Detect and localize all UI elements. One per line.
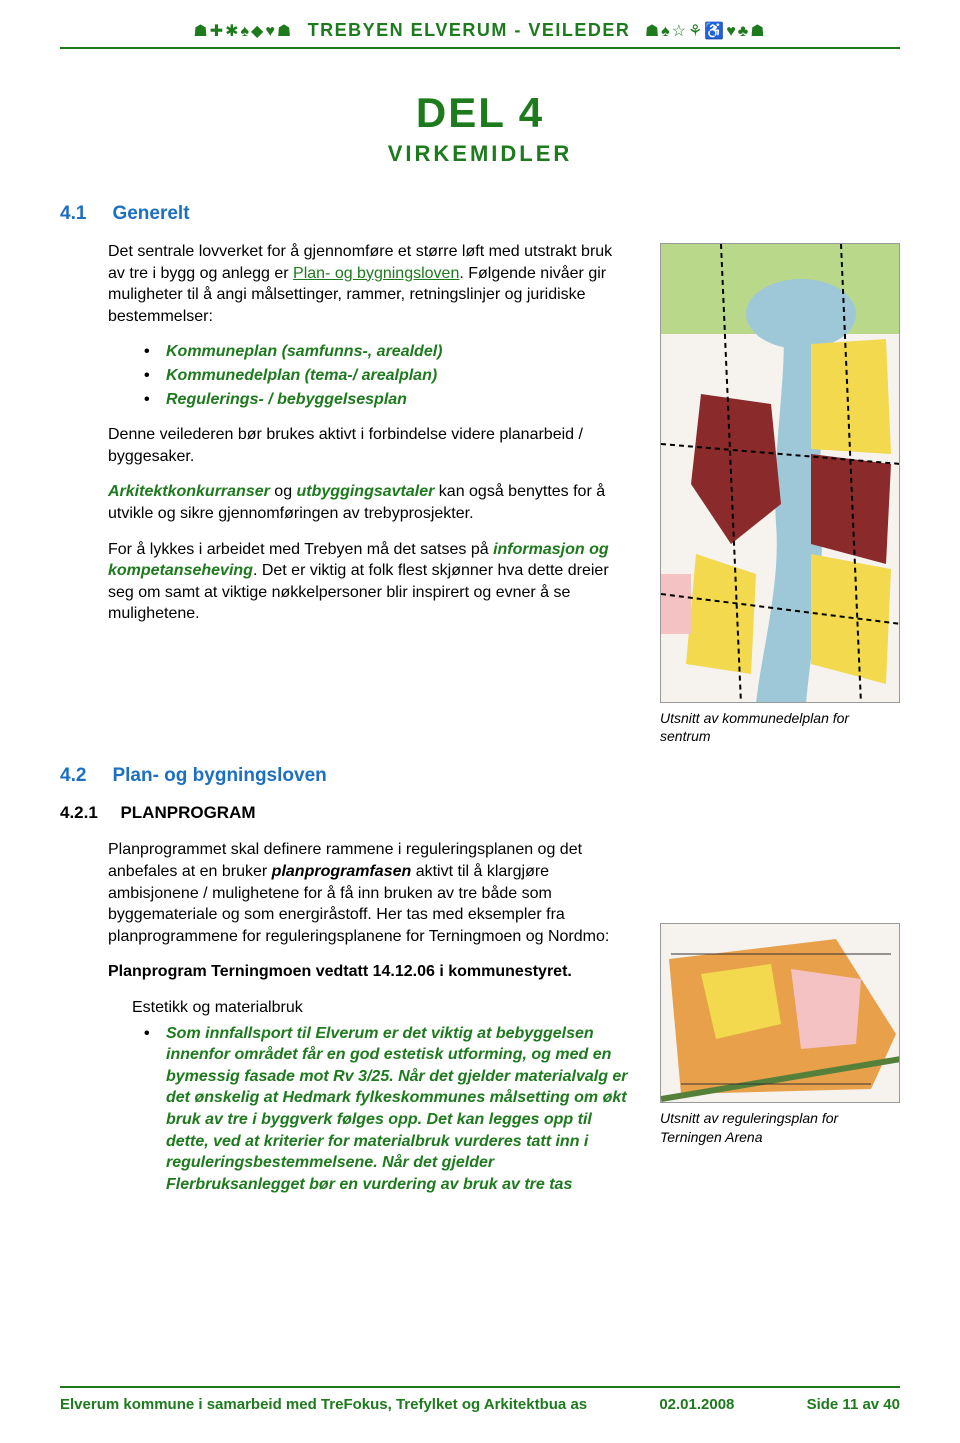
section-number: 4.2 xyxy=(60,765,108,787)
header-title: TREBYEN ELVERUM - VEILEDER xyxy=(308,20,631,41)
paragraph: Arkitektkonkurranser og utbyggingsavtale… xyxy=(108,481,632,524)
page-header: ☗✚✱♠◆♥☗ TREBYEN ELVERUM - VEILEDER ☗♠☆⚘♿… xyxy=(60,20,900,49)
figure-reguleringsplan: Utsnitt av reguleringsplan for Terningen… xyxy=(660,803,900,1209)
subsection-title: PLANPROGRAM xyxy=(120,803,255,822)
bullet-item: Kommunedelplan (tema-/ arealplan) xyxy=(144,365,632,387)
subsection-number: 4.2.1 xyxy=(60,803,116,823)
chapter-subtitle: VIRKEMIDLER xyxy=(60,141,900,167)
page-footer: Elverum kommune i samarbeid med TreFokus… xyxy=(60,1386,900,1413)
paragraph: Planprogrammet skal definere rammene i r… xyxy=(108,839,632,947)
bullet-list: Kommuneplan (samfunns-, arealdel) Kommun… xyxy=(144,341,632,410)
section-title: Plan- og bygningsloven xyxy=(112,765,326,786)
map-kommunedelplan xyxy=(660,243,900,703)
section-title: Generelt xyxy=(112,203,189,224)
footer-date: 02.01.2008 xyxy=(659,1396,734,1413)
header-icons-right: ☗♠☆⚘♿♥♣☗ xyxy=(645,21,767,41)
link-plan-og-bygningsloven[interactable]: Plan- og bygningsloven xyxy=(293,265,459,282)
bullet-list: Som innfallsport til Elverum er det vikt… xyxy=(144,1023,632,1196)
section-number: 4.1 xyxy=(60,203,108,225)
map-reguleringsplan xyxy=(660,923,900,1103)
term: planprogramfasen xyxy=(272,863,412,880)
paragraph: Det sentrale lovverket for å gjennomføre… xyxy=(108,241,632,327)
figure-caption: Utsnitt av reguleringsplan for Terningen… xyxy=(660,1109,900,1145)
term: Arkitektkonkurranser xyxy=(108,483,270,500)
bullet-item: Kommuneplan (samfunns-, arealdel) xyxy=(144,341,632,363)
paragraph: Estetikk og materialbruk xyxy=(132,997,632,1019)
section-4-1: 4.1 Generelt Det sentrale lovverket for … xyxy=(60,203,632,745)
paragraph-heading: Planprogram Terningmoen vedtatt 14.12.06… xyxy=(108,961,632,983)
footer-credits: Elverum kommune i samarbeid med TreFokus… xyxy=(60,1396,587,1413)
figure-kommunedelplan: Utsnitt av kommunedelplan for sentrum xyxy=(660,203,900,745)
header-icons-left: ☗✚✱♠◆♥☗ xyxy=(193,21,293,41)
figure-caption: Utsnitt av kommunedelplan for sentrum xyxy=(660,709,900,745)
paragraph: For å lykkes i arbeidet med Trebyen må d… xyxy=(108,539,632,625)
footer-page-number: Side 11 av 40 xyxy=(807,1396,900,1413)
bullet-item: Som innfallsport til Elverum er det vikt… xyxy=(144,1023,632,1196)
term: utbyggingsavtaler xyxy=(297,483,435,500)
bullet-item: Regulerings- / bebyggelsesplan xyxy=(144,389,632,411)
paragraph: Denne veilederen bør brukes aktivt i for… xyxy=(108,424,632,467)
chapter-title: DEL 4 xyxy=(60,89,900,137)
section-4-2: 4.2 Plan- og bygningsloven xyxy=(60,765,900,787)
section-4-2-1: 4.2.1 PLANPROGRAM Planprogrammet skal de… xyxy=(60,803,632,1209)
